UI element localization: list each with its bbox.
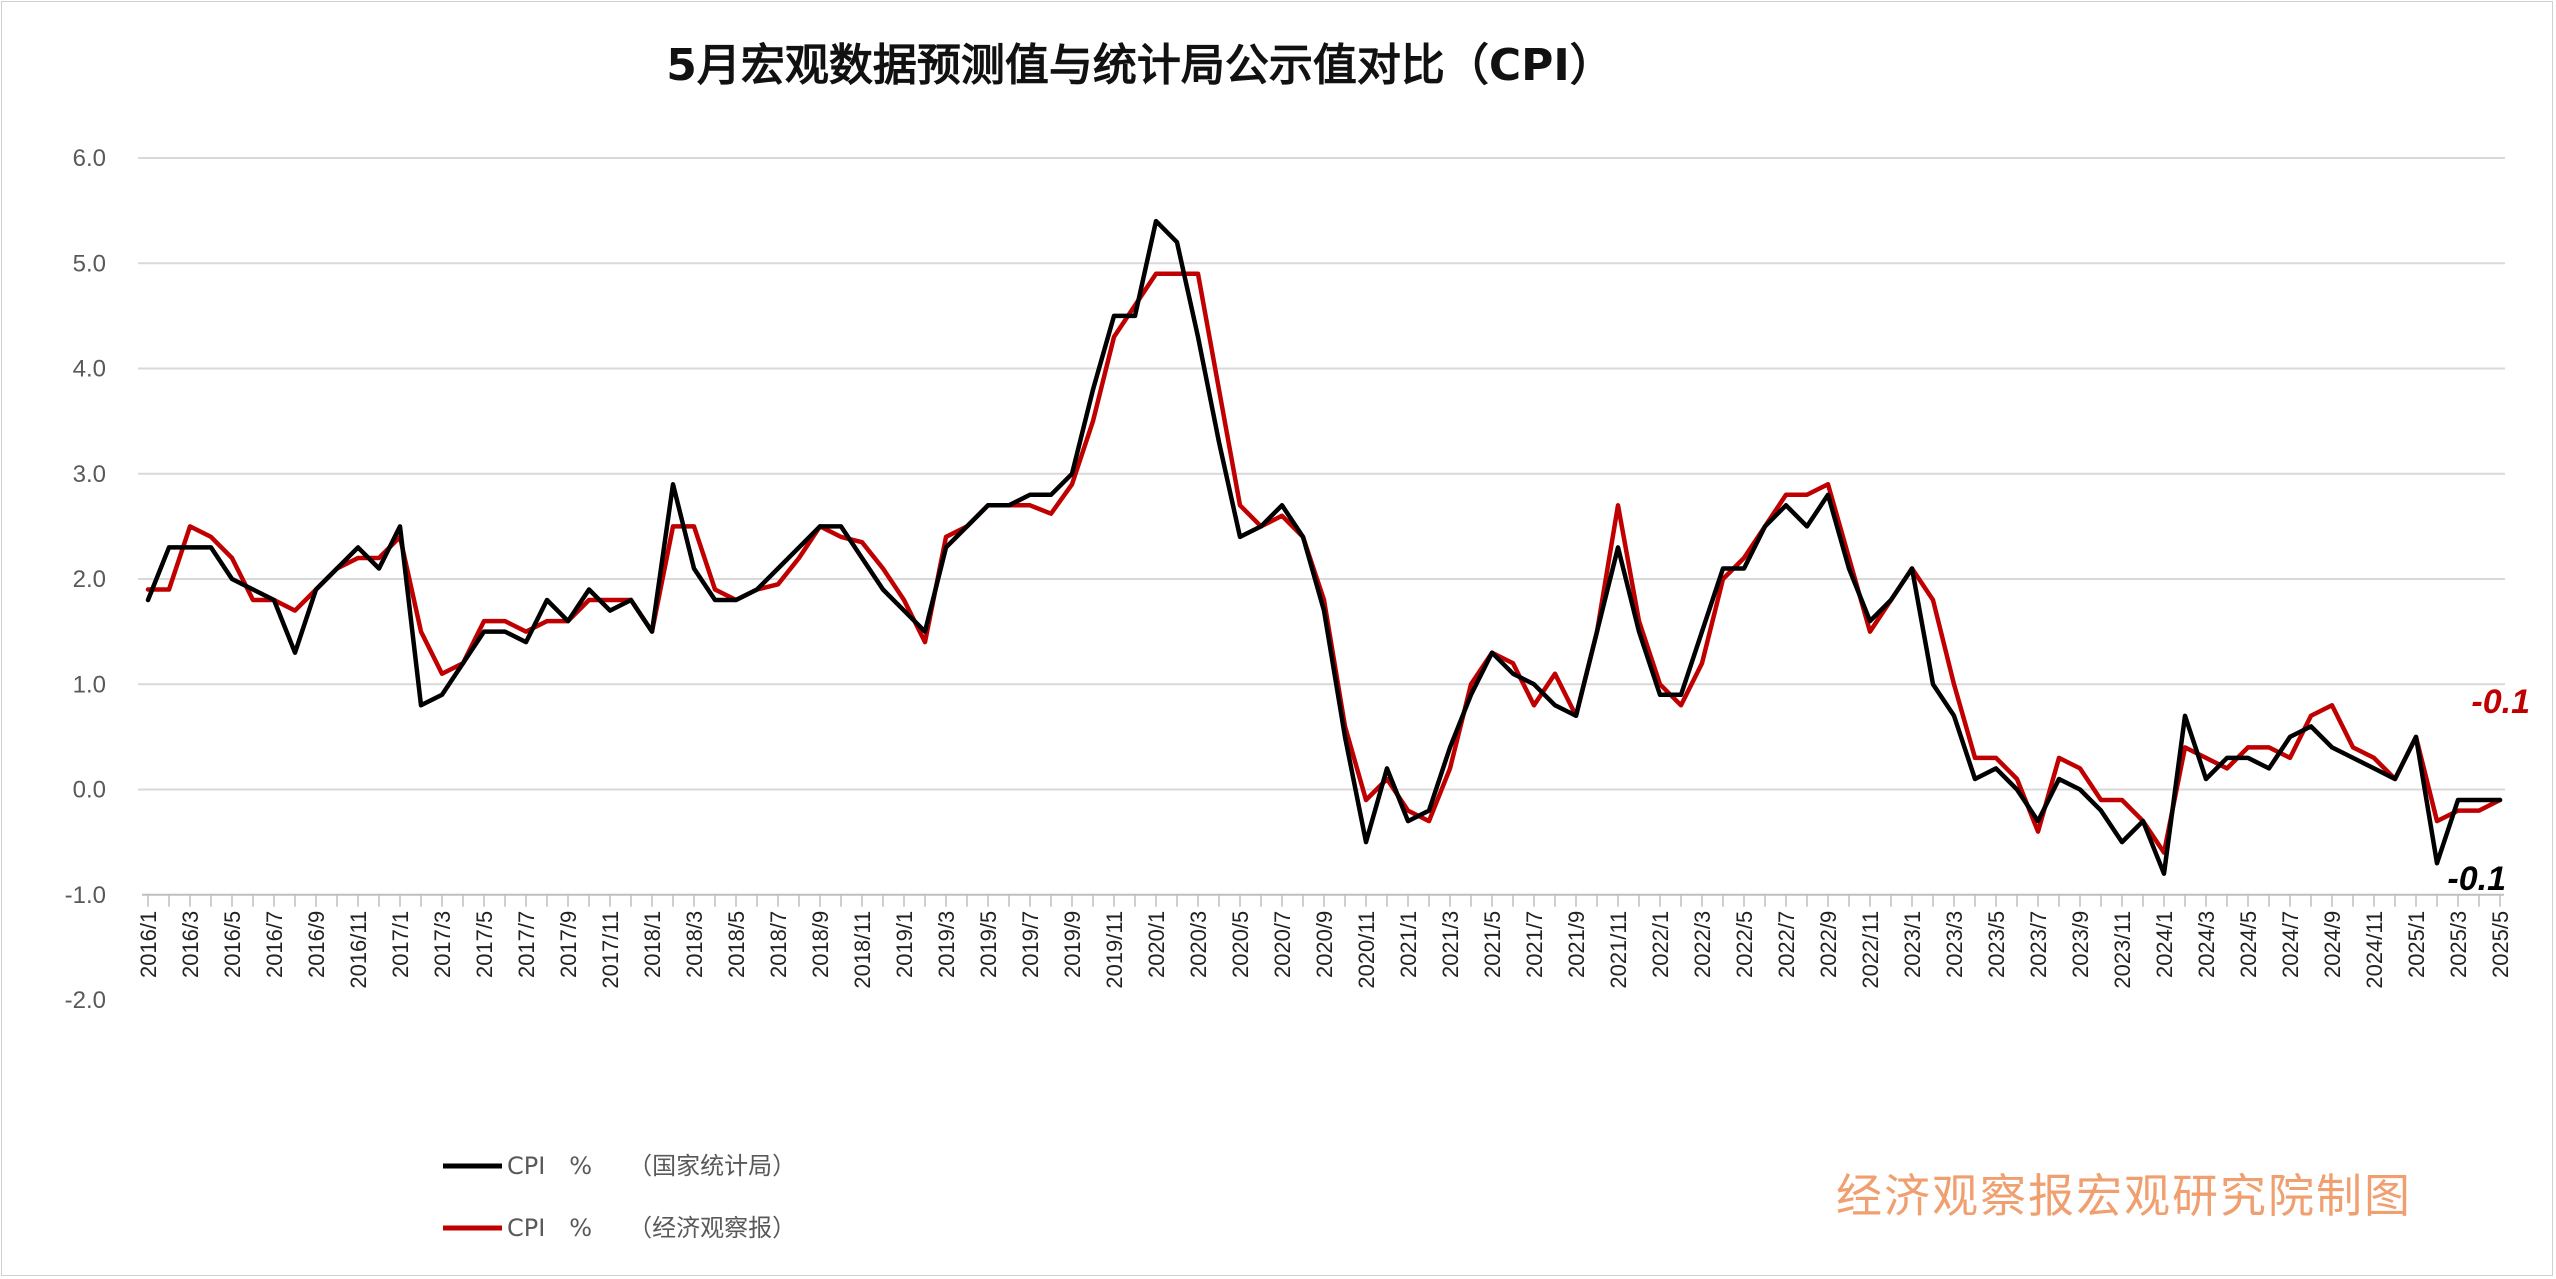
x-tick-label: 2016/7 <box>262 911 287 978</box>
x-tick-label: 2022/7 <box>1774 911 1799 978</box>
legend-label-eeo: CPI % （经济观察报） <box>507 1214 796 1242</box>
x-tick-label: 2017/1 <box>388 911 413 978</box>
x-tick-label: 2024/9 <box>2320 911 2345 978</box>
x-tick-label: 2022/11 <box>1858 911 1883 989</box>
y-tick-label: 1.0 <box>73 671 106 698</box>
x-tick-label: 2025/1 <box>2404 911 2429 978</box>
x-tick-label: 2017/3 <box>430 911 455 978</box>
y-tick-label: 2.0 <box>73 566 106 593</box>
x-tick-label: 2016/1 <box>136 911 161 978</box>
x-tick-label: 2017/11 <box>598 911 623 989</box>
x-tick-label: 2024/3 <box>2194 911 2219 978</box>
x-tick-label: 2023/3 <box>1942 911 1967 978</box>
x-tick-label: 2018/5 <box>724 911 749 978</box>
x-tick-label: 2020/1 <box>1144 911 1169 978</box>
y-tick-label: 5.0 <box>73 250 106 277</box>
end-label-eeo: -0.1 <box>2471 683 2530 721</box>
x-tick-label: 2023/7 <box>2026 911 2051 978</box>
x-tick-label: 2018/7 <box>766 911 791 978</box>
x-tick-label: 2018/9 <box>808 911 833 978</box>
x-tick-label: 2023/5 <box>1984 911 2009 978</box>
x-tick-label: 2024/7 <box>2278 911 2303 978</box>
x-tick-label: 2020/3 <box>1186 911 1211 978</box>
x-tick-label: 2020/7 <box>1270 911 1295 978</box>
x-tick-label: 2023/9 <box>2068 911 2093 978</box>
x-tick-label: 2022/1 <box>1648 911 1673 978</box>
x-tick-label: 2016/3 <box>178 911 203 978</box>
y-tick-label: 0.0 <box>73 777 106 804</box>
x-tick-label: 2018/11 <box>850 911 875 989</box>
chart-title: 5月宏观数据预测值与统计局公示值对比（CPI） <box>666 40 1614 91</box>
x-tick-label: 2016/9 <box>304 911 329 978</box>
x-tick-label: 2024/1 <box>2152 911 2177 978</box>
x-tick-label: 2019/9 <box>1060 911 1085 978</box>
x-tick-label: 2024/5 <box>2236 911 2261 978</box>
y-tick-label: -2.0 <box>65 987 106 1014</box>
series-line-nbs <box>145 218 2503 876</box>
x-tick-label: 2018/1 <box>640 911 665 978</box>
x-tick-label: 2019/3 <box>934 911 959 978</box>
x-tick-label: 2021/3 <box>1438 911 1463 978</box>
x-tick-label: 2022/3 <box>1690 911 1715 978</box>
y-tick-label: 4.0 <box>73 356 106 383</box>
series-lines <box>145 218 2503 876</box>
x-tick-label: 2017/9 <box>556 911 581 978</box>
y-tick-label: 6.0 <box>73 145 106 172</box>
end-labels: -0.1 -0.1 <box>2447 683 2530 898</box>
end-label-nbs: -0.1 <box>2447 860 2506 898</box>
x-tick-label: 2016/5 <box>220 911 245 978</box>
x-tick-label: 2021/5 <box>1480 911 1505 978</box>
x-tick-label: 2021/11 <box>1606 911 1631 989</box>
x-tick-label: 2016/11 <box>346 911 371 989</box>
x-tick-label: 2019/7 <box>1018 911 1043 978</box>
x-tick-label: 2019/5 <box>976 911 1001 978</box>
x-tick-label: 2019/11 <box>1102 911 1127 989</box>
x-tick-label: 2020/5 <box>1228 911 1253 978</box>
x-tick-label: 2018/3 <box>682 911 707 978</box>
y-axis-ticks: 6.0 5.0 4.0 3.0 2.0 1.0 0.0 -1.0 -2.0 <box>65 145 106 1014</box>
x-tick-label: 2017/7 <box>514 911 539 978</box>
x-tick-label: 2021/1 <box>1396 911 1421 978</box>
gridlines <box>138 157 2505 791</box>
x-tick-label: 2022/9 <box>1816 911 1841 978</box>
x-tick-label: 2021/9 <box>1564 911 1589 978</box>
x-tick-label: 2023/1 <box>1900 911 1925 978</box>
x-tick-label: 2025/3 <box>2446 911 2471 978</box>
x-tick-label: 2020/9 <box>1312 911 1337 978</box>
y-tick-label: -1.0 <box>65 882 106 909</box>
x-tick-label: 2017/5 <box>472 911 497 978</box>
x-tick-label: 2019/1 <box>892 911 917 978</box>
x-tick-label: 2022/5 <box>1732 911 1757 978</box>
watermark: 经济观察报宏观研究院制图 <box>1836 1169 2412 1223</box>
x-axis: 2016/1 2016/3 2016/5 2016/7 2016/9 2016/11 201… <box>136 893 2513 989</box>
y-tick-label: 3.0 <box>73 461 106 488</box>
x-tick-label: 2025/5 <box>2488 911 2513 978</box>
series-line-eeo <box>145 271 2503 855</box>
legend: CPI % （国家统计局） CPI % （经济观察报） <box>443 1152 796 1242</box>
x-tick-label: 2021/7 <box>1522 911 1547 978</box>
x-tick-label: 2023/11 <box>2110 911 2135 989</box>
x-tick-label: 2020/11 <box>1354 911 1379 989</box>
x-tick-label: 2024/11 <box>2362 911 2387 989</box>
legend-label-nbs: CPI % （国家统计局） <box>507 1152 796 1180</box>
